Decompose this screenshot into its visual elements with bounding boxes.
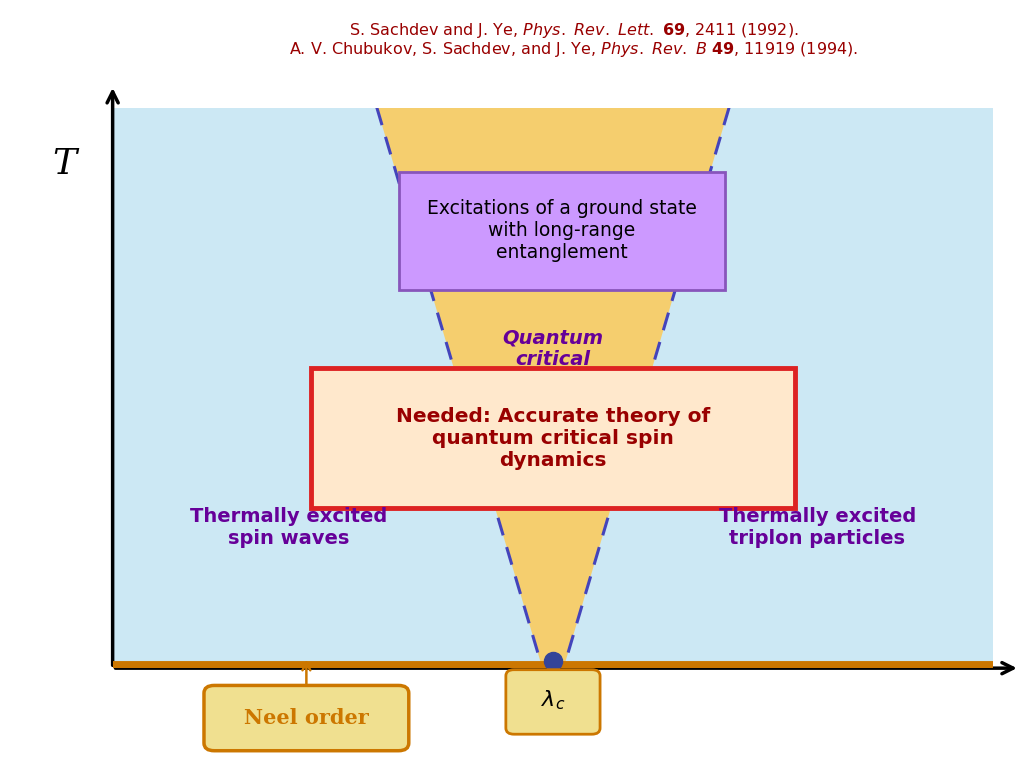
- Polygon shape: [377, 108, 729, 668]
- Text: $\lambda_c$: $\lambda_c$: [541, 689, 565, 712]
- Text: Thermally excited
spin waves: Thermally excited spin waves: [190, 508, 387, 548]
- FancyBboxPatch shape: [399, 172, 725, 290]
- Text: Needed: Accurate theory of
quantum critical spin
dynamics: Needed: Accurate theory of quantum criti…: [396, 407, 710, 470]
- FancyBboxPatch shape: [311, 368, 795, 508]
- Text: T: T: [52, 147, 76, 180]
- Text: Neel order: Neel order: [244, 708, 369, 728]
- Text: Thermally excited
triplon particles: Thermally excited triplon particles: [719, 508, 915, 548]
- Text: S. Sachdev and J. Ye, $\it{Phys.\ Rev.\ Lett.}$ $\bf{69}$, 2411 (1992).: S. Sachdev and J. Ye, $\it{Phys.\ Rev.\ …: [348, 22, 799, 40]
- Text: Excitations of a ground state
with long-range
entanglement: Excitations of a ground state with long-…: [427, 200, 696, 263]
- Text: Quantum
critical: Quantum critical: [503, 328, 603, 369]
- Text: A. V. Chubukov, S. Sachdev, and J. Ye, $\it{Phys.\ Rev.\ B}$ $\bf{49}$, 11919 (1: A. V. Chubukov, S. Sachdev, and J. Ye, $…: [289, 41, 858, 59]
